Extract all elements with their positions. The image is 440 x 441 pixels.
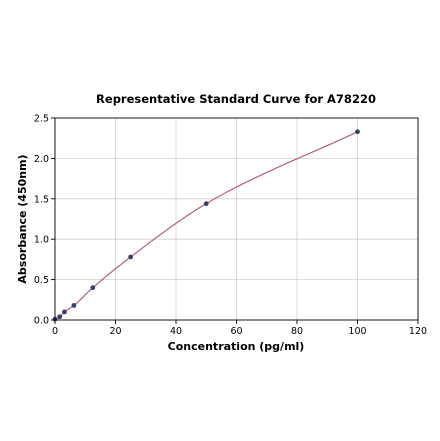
x-tick-label: 80	[291, 326, 303, 337]
data-point	[203, 201, 209, 207]
grid-layer	[54, 117, 419, 321]
y-tick-label: 1.0	[34, 235, 49, 246]
x-tick-label: 120	[409, 326, 427, 337]
x-tick-label: 20	[109, 326, 121, 337]
chart-title: Representative Standard Curve for A78220	[96, 92, 376, 106]
data-point	[355, 129, 360, 135]
data-point	[128, 254, 134, 260]
y-axis-label: Absorbance (450nm)	[16, 154, 29, 283]
y-tick-label: 2.5	[34, 114, 49, 125]
y-tick-label: 1.5	[34, 194, 49, 205]
x-tick-label: 40	[170, 326, 182, 337]
y-tick-label: 0.5	[34, 275, 49, 286]
x-tick-label: 100	[348, 326, 366, 337]
x-axis-label: Concentration (pg/ml)	[168, 340, 305, 353]
y-tick-label: 0.0	[34, 316, 49, 327]
fit-curve-line	[54, 131, 358, 320]
x-tick-label: 0	[52, 326, 58, 337]
data-point	[57, 314, 63, 320]
y-tick-label: 2.0	[34, 154, 49, 165]
x-tick-label: 60	[230, 326, 242, 337]
y-axis-ticks: 0.0 0.5 1.0 1.5 2.0 2.5	[34, 114, 55, 327]
data-points	[52, 129, 360, 322]
data-point	[62, 309, 67, 315]
data-point	[90, 285, 96, 291]
data-point	[71, 303, 77, 308]
x-axis-ticks: 0 20 40 60 80 100 120	[52, 320, 427, 337]
